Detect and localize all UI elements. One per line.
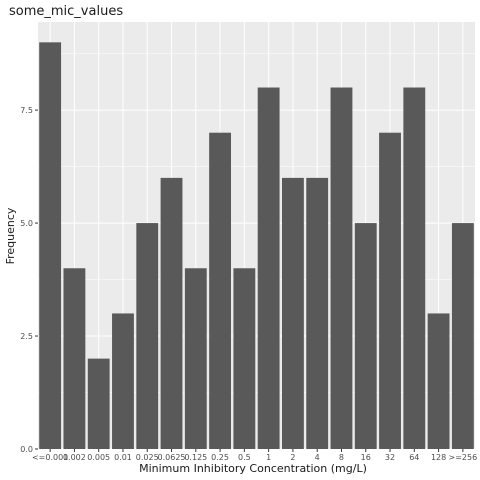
bars (39, 42, 474, 449)
bar (451, 223, 474, 449)
y-tick-label: 7.5 (20, 106, 33, 115)
x-tick-label: 0.5 (238, 453, 251, 462)
bar (257, 87, 280, 449)
x-tick-label: 16 (361, 453, 371, 462)
bar (354, 223, 377, 449)
bar (87, 358, 110, 449)
chart-title: some_mic_values (9, 4, 123, 19)
x-tick-label: 0.005 (87, 453, 110, 462)
y-axis: 0.0 2.5 5.0 7.5 (20, 106, 38, 454)
x-tick-label: 2 (290, 453, 295, 462)
bar (112, 313, 134, 449)
x-tick-label: <=0.001 (32, 453, 68, 462)
x-tick-label: 1 (266, 453, 271, 462)
x-tick-label: 4 (315, 453, 320, 462)
y-axis-title: Frequency (4, 207, 17, 264)
x-tick-label: 0.01 (114, 453, 132, 462)
minor-gridlines (38, 53, 475, 393)
bar (306, 177, 329, 449)
x-tick-label: 128 (431, 453, 446, 462)
bar (160, 177, 183, 449)
x-tick-label: 64 (409, 453, 419, 462)
y-tick-label: 5.0 (20, 219, 33, 228)
bar (233, 268, 256, 449)
bar (427, 313, 450, 449)
bar (379, 132, 401, 449)
x-axis-title: Minimum Inhibitory Concentration (mg/L) (139, 462, 367, 475)
x-tick-label: 0.25 (211, 453, 229, 462)
plot-panel (38, 22, 475, 449)
x-tick-label: >=256 (449, 453, 478, 462)
bar (39, 42, 62, 449)
x-tick-label: 32 (385, 453, 395, 462)
x-tick-label: 0.0625 (158, 453, 186, 462)
bar (63, 268, 86, 449)
x-tick-label: 0.025 (136, 453, 159, 462)
y-tick-label: 2.5 (20, 332, 33, 341)
bar (184, 268, 207, 449)
bar (403, 87, 426, 449)
y-tick-label: 0.0 (20, 445, 33, 454)
bar (281, 177, 304, 449)
bar (136, 223, 159, 449)
bar (330, 87, 353, 449)
bar (209, 132, 232, 449)
x-tick-label: 8 (339, 453, 344, 462)
x-tick-label: 0.002 (63, 453, 86, 462)
x-tick-label: 0.125 (184, 453, 207, 462)
